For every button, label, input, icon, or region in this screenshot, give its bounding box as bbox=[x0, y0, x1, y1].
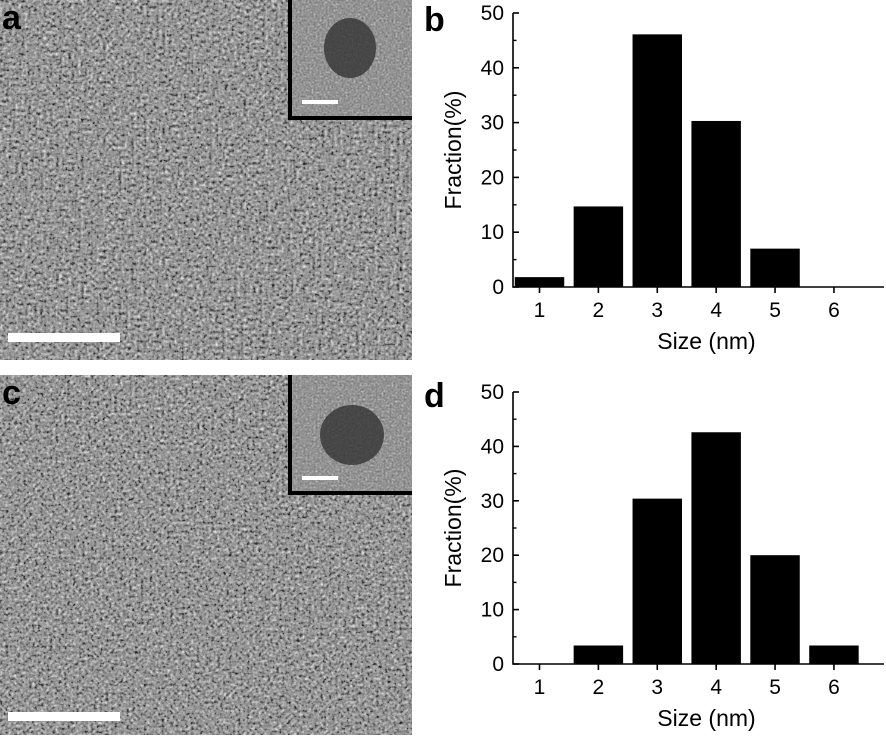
x-tick-label: 1 bbox=[534, 299, 546, 322]
histogram-b: 0 10 20 30 40 50 1 2 3 4 5 6 Size (nm) Fraction(%) bbox=[440, 2, 884, 354]
tem-image-a bbox=[0, 0, 412, 360]
bar-b-1 bbox=[514, 277, 565, 287]
y-tick-label: 0 bbox=[492, 653, 504, 676]
x-tick-label: 4 bbox=[710, 299, 722, 322]
bar-d-5 bbox=[750, 555, 800, 664]
x-tick-label: 3 bbox=[651, 676, 663, 699]
inset-scale-bar-c bbox=[302, 476, 338, 480]
y-tick-label: 0 bbox=[492, 276, 504, 299]
bar-b-3 bbox=[632, 34, 683, 287]
bar-d-6 bbox=[809, 645, 859, 664]
x-tick-label: 6 bbox=[828, 299, 840, 322]
y-tick-label: 30 bbox=[481, 112, 504, 135]
bar-d-3 bbox=[632, 498, 683, 664]
x-tick-label: 5 bbox=[769, 299, 781, 322]
y-tick-label: 20 bbox=[481, 166, 504, 189]
bar-b-2 bbox=[573, 206, 624, 287]
y-tick-label: 40 bbox=[481, 57, 504, 80]
panel-label-b: b bbox=[424, 1, 445, 39]
hrtem-inset-c bbox=[288, 375, 412, 495]
y-axis-label: Fraction(%) bbox=[440, 469, 466, 588]
y-axis-label: Fraction(%) bbox=[440, 91, 466, 210]
x-tick-label: 2 bbox=[593, 299, 605, 322]
x-axis-label: Size (nm) bbox=[657, 328, 755, 354]
x-axis-label: Size (nm) bbox=[657, 705, 755, 731]
x-tick-label: 4 bbox=[710, 676, 722, 699]
panel-label-c: c bbox=[2, 374, 21, 412]
y-tick-label: 40 bbox=[481, 435, 504, 458]
y-tick-label: 10 bbox=[481, 221, 504, 244]
x-tick-label: 6 bbox=[828, 676, 840, 699]
x-tick-label: 3 bbox=[651, 299, 663, 322]
y-tick-label: 50 bbox=[481, 2, 504, 25]
x-tick-label: 5 bbox=[769, 676, 781, 699]
bar-d-2 bbox=[573, 645, 624, 664]
panel-label-a: a bbox=[2, 0, 21, 37]
bar-b-4 bbox=[691, 120, 741, 288]
y-tick-label: 20 bbox=[481, 544, 504, 567]
bar-b-5 bbox=[750, 248, 800, 287]
x-tick-label: 2 bbox=[593, 676, 605, 699]
scale-bar-a bbox=[8, 333, 120, 342]
panel-label-d: d bbox=[424, 377, 445, 415]
bar-d-4 bbox=[691, 432, 741, 664]
y-tick-label: 50 bbox=[481, 381, 504, 404]
scale-bar-c bbox=[8, 712, 120, 721]
hrtem-inset-a bbox=[288, 0, 412, 120]
y-tick-label: 10 bbox=[481, 599, 504, 622]
inset-scale-bar-a bbox=[302, 100, 338, 104]
nanoparticle-lattice-a bbox=[324, 18, 376, 78]
tem-image-c bbox=[0, 375, 412, 735]
x-tick-label: 1 bbox=[534, 676, 546, 699]
nanoparticle-lattice-c bbox=[320, 405, 384, 465]
y-tick-label: 30 bbox=[481, 490, 504, 513]
